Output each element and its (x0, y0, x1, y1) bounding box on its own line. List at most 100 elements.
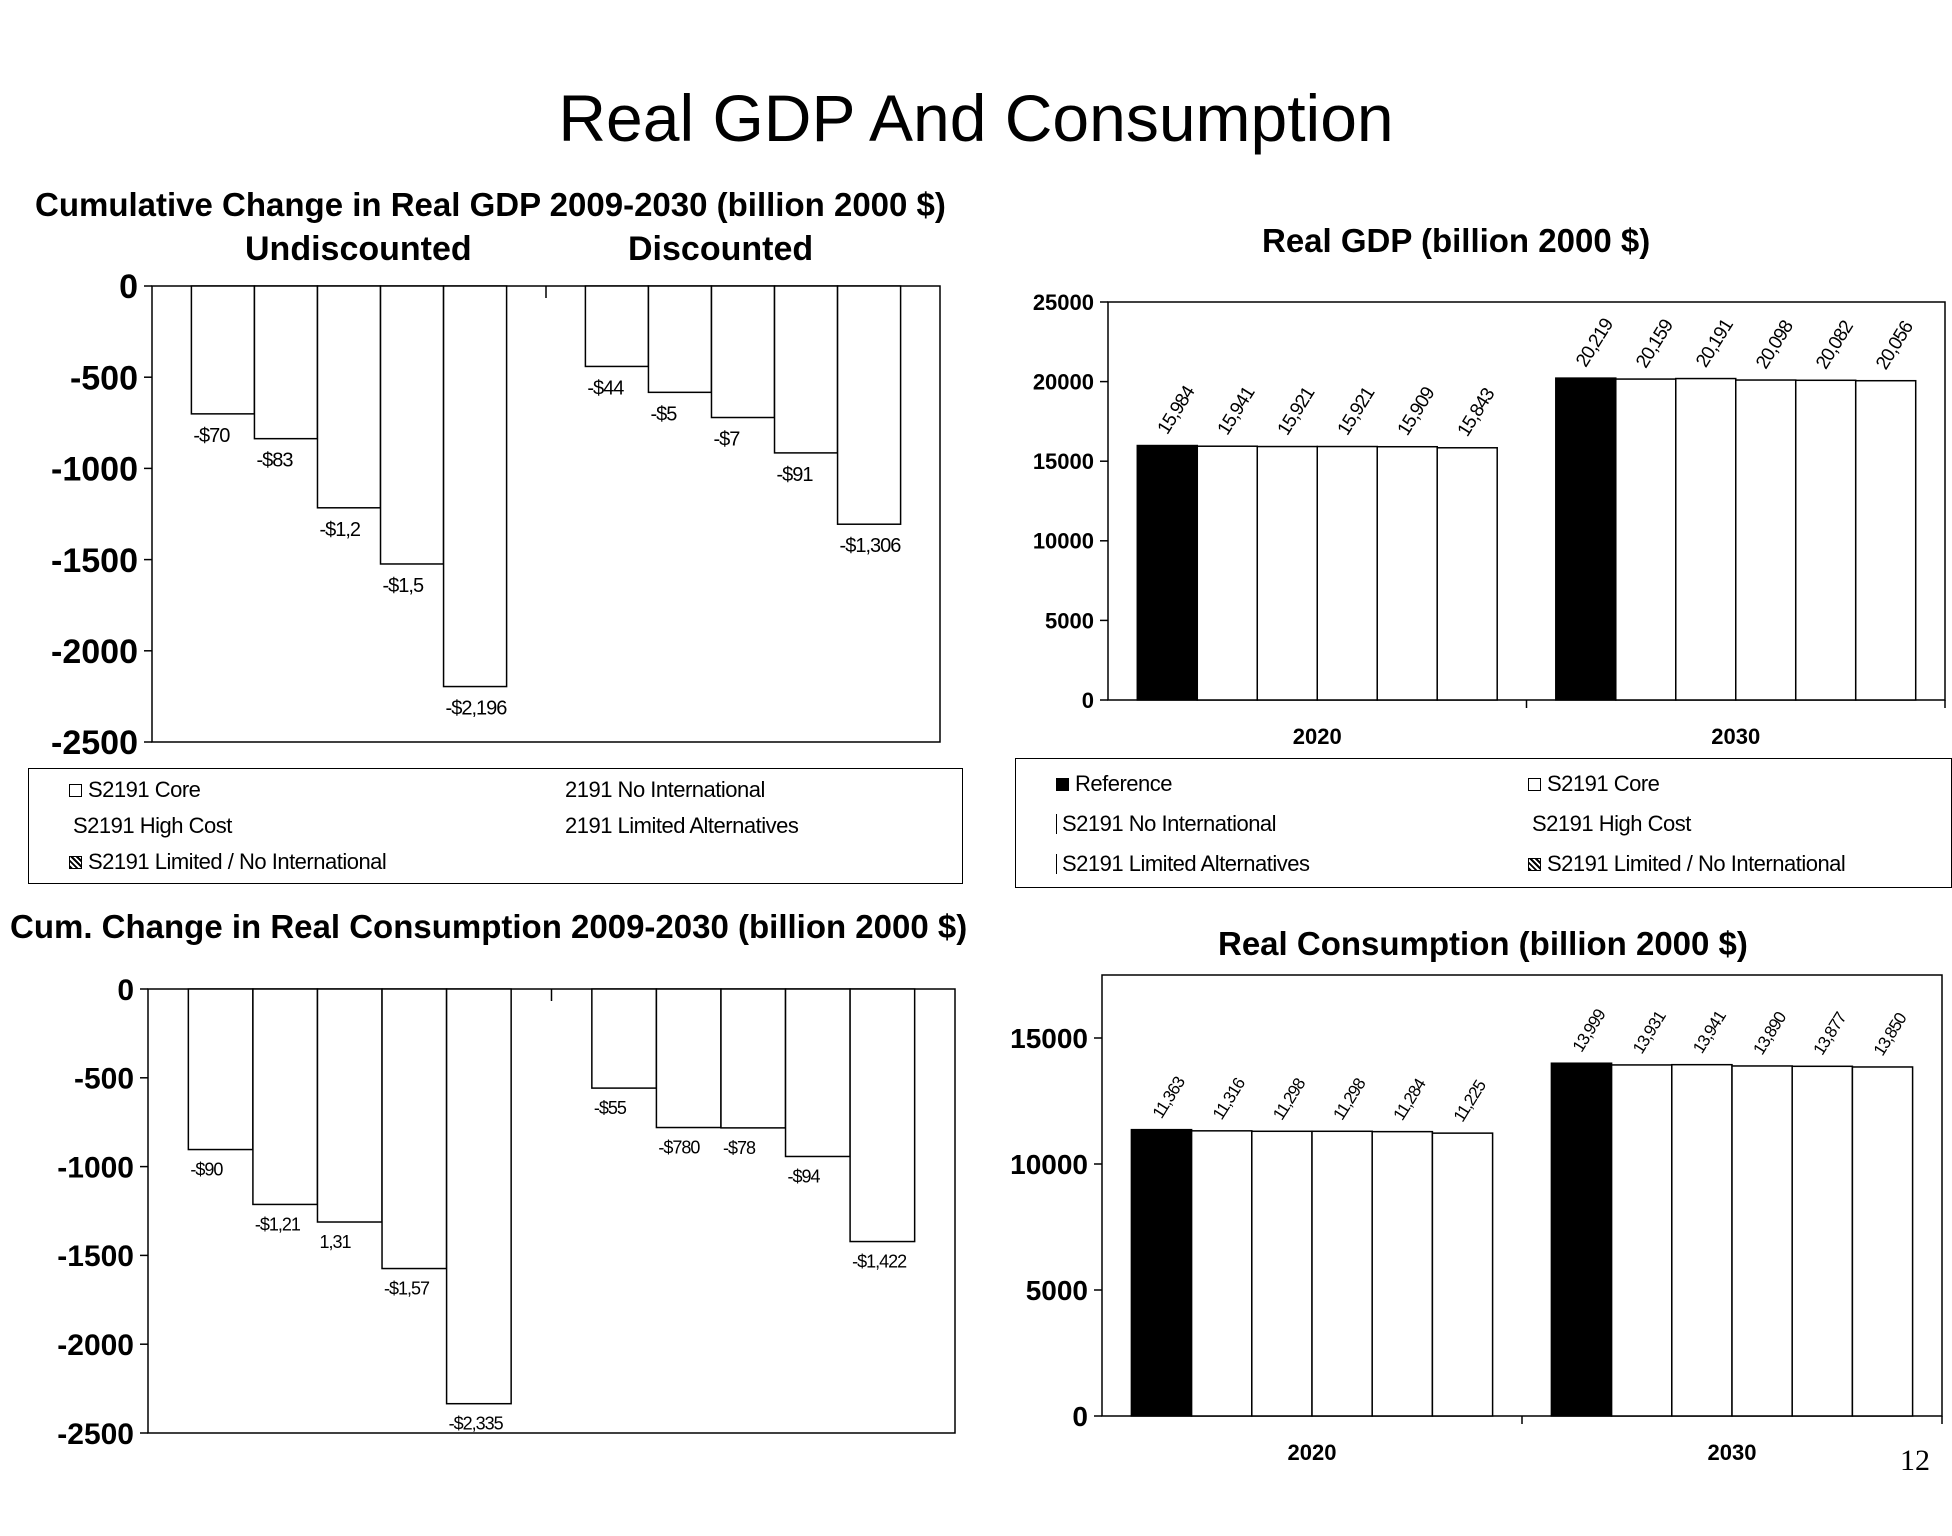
bar (253, 285, 319, 440)
bar (316, 285, 382, 509)
data-label: -$5 (650, 403, 677, 425)
bar (1371, 1130, 1434, 1417)
y-tick-label: -2000 (57, 1329, 134, 1362)
x-category-label: 2020 (1288, 1440, 1337, 1465)
bar (1735, 379, 1797, 701)
data-label: -$44 (587, 377, 624, 399)
cum-gdp-chart: 0 -500 -1000 -1500 -2000 -2500 -$70 -$83 -$1,2 -$… (51, 268, 941, 762)
data-label: 13,877 (1810, 1009, 1851, 1059)
data-label: 13,850 (1870, 1010, 1911, 1060)
gdp-legend: Reference S2191 Core S2191 No Internationa… (1015, 758, 1952, 888)
data-label: 11,225 (1450, 1077, 1490, 1125)
x-category-label: 2030 (1711, 724, 1760, 749)
bar (1851, 1066, 1914, 1417)
bar (1376, 445, 1438, 701)
gdp-chart-title: Real GDP (billion 2000 $) (1262, 222, 1651, 259)
bar (1436, 447, 1498, 701)
data-label: 15,909 (1394, 384, 1440, 440)
bar (1550, 1062, 1613, 1417)
data-label: 11,298 (1329, 1075, 1369, 1123)
data-label: -$7 (713, 429, 740, 451)
bar (1316, 445, 1378, 701)
bar (190, 285, 256, 415)
data-label: 13,941 (1689, 1007, 1730, 1057)
y-tick-label: 0 (117, 974, 134, 1007)
line-legend-swatch-icon (1056, 814, 1058, 834)
bar (710, 285, 776, 419)
data-label: -$1,21 (255, 1214, 301, 1234)
bar (1190, 1130, 1253, 1417)
y-tick-label: 0 (1082, 688, 1094, 713)
data-label: -$78 (723, 1138, 756, 1158)
legend-label: S2191 Core (1547, 771, 1660, 796)
y-tick-label: 10000 (1033, 529, 1094, 554)
bar (720, 988, 787, 1129)
y-tick-label: 5000 (1026, 1275, 1088, 1306)
data-label: -$91 (777, 464, 814, 486)
legend-label: S2191 High Cost (1532, 811, 1691, 836)
bar (442, 285, 508, 688)
legend-item: Reference (1056, 771, 1173, 797)
bar (187, 988, 254, 1151)
legend-item: S2191 Limited / No International (69, 849, 387, 875)
cons-chart: 0 5000 10000 15000 11,363 11,316 11,298 11,298 1… (1010, 974, 1943, 1465)
legend-label: S2191 Limited / No International (1547, 851, 1846, 876)
bar (1256, 445, 1319, 701)
legend-label: S2191 Limited / No International (88, 849, 387, 874)
bar (1431, 1132, 1494, 1417)
legend-item: S2191 No International (1056, 811, 1277, 837)
data-label: 11,298 (1269, 1075, 1309, 1123)
legend-label: S2191 Limited Alternatives (1062, 851, 1310, 876)
cum-gdp-legend: S2191 Core 2191 No International S2191 Hig… (28, 768, 963, 884)
data-label: 11,363 (1149, 1073, 1189, 1121)
cum-gdp-discounted-label: Discounted (628, 230, 814, 268)
y-tick-label: -500 (74, 1063, 134, 1096)
bar (1854, 379, 1917, 701)
x-category-label: 2020 (1293, 724, 1342, 749)
legend-label: S2191 Core (88, 777, 201, 802)
y-tick-label: -1500 (51, 542, 138, 580)
y-tick-label: -1500 (57, 1240, 134, 1273)
data-label: -$83 (256, 450, 293, 472)
data-label: 15,843 (1454, 385, 1500, 441)
data-label: 13,999 (1569, 1006, 1610, 1056)
bar (1731, 1065, 1793, 1417)
data-label: -$1,422 (852, 1252, 907, 1272)
y-tick-label: 0 (119, 268, 138, 306)
y-tick-label: -1000 (57, 1151, 134, 1184)
data-label: -$55 (594, 1098, 627, 1118)
bar (1136, 444, 1199, 701)
x-category-label: 2030 (1708, 1440, 1757, 1465)
data-label: -$1,5 (383, 575, 424, 597)
data-label: 20,082 (1812, 317, 1858, 373)
bar (1615, 378, 1677, 701)
data-label: -$1,57 (384, 1279, 430, 1299)
y-tick-label: -500 (70, 359, 138, 397)
bar (1671, 1063, 1733, 1417)
data-label: 13,890 (1749, 1009, 1790, 1059)
bar (647, 285, 713, 394)
legend-item: S2191 Limited Alternatives (1056, 851, 1310, 877)
y-tick-label: 0 (1072, 1401, 1088, 1432)
hatched-square-legend-swatch-icon (69, 855, 82, 869)
legend-label: 2191 No International (565, 777, 765, 802)
data-label: 15,921 (1334, 383, 1380, 439)
legend-label: Reference (1075, 771, 1173, 796)
y-tick-label: -1000 (51, 451, 138, 489)
bar (773, 285, 839, 454)
data-label: -$70 (193, 425, 230, 447)
y-tick-label: -2500 (51, 724, 138, 762)
filled-square-legend-swatch-icon (1056, 777, 1069, 791)
legend-label: S2191 High Cost (73, 813, 232, 838)
data-label: -$1,306 (840, 535, 902, 557)
bar (316, 988, 383, 1223)
y-tick-label: 15000 (1010, 1023, 1088, 1054)
bar (381, 988, 448, 1270)
bar (445, 988, 512, 1405)
legend-item: 2191 No International (561, 777, 765, 803)
bar (1251, 1130, 1313, 1417)
cum-gdp-undiscounted-label: Undiscounted (245, 230, 472, 268)
bar (1555, 377, 1617, 701)
bar (591, 988, 658, 1089)
bar (1130, 1128, 1193, 1417)
